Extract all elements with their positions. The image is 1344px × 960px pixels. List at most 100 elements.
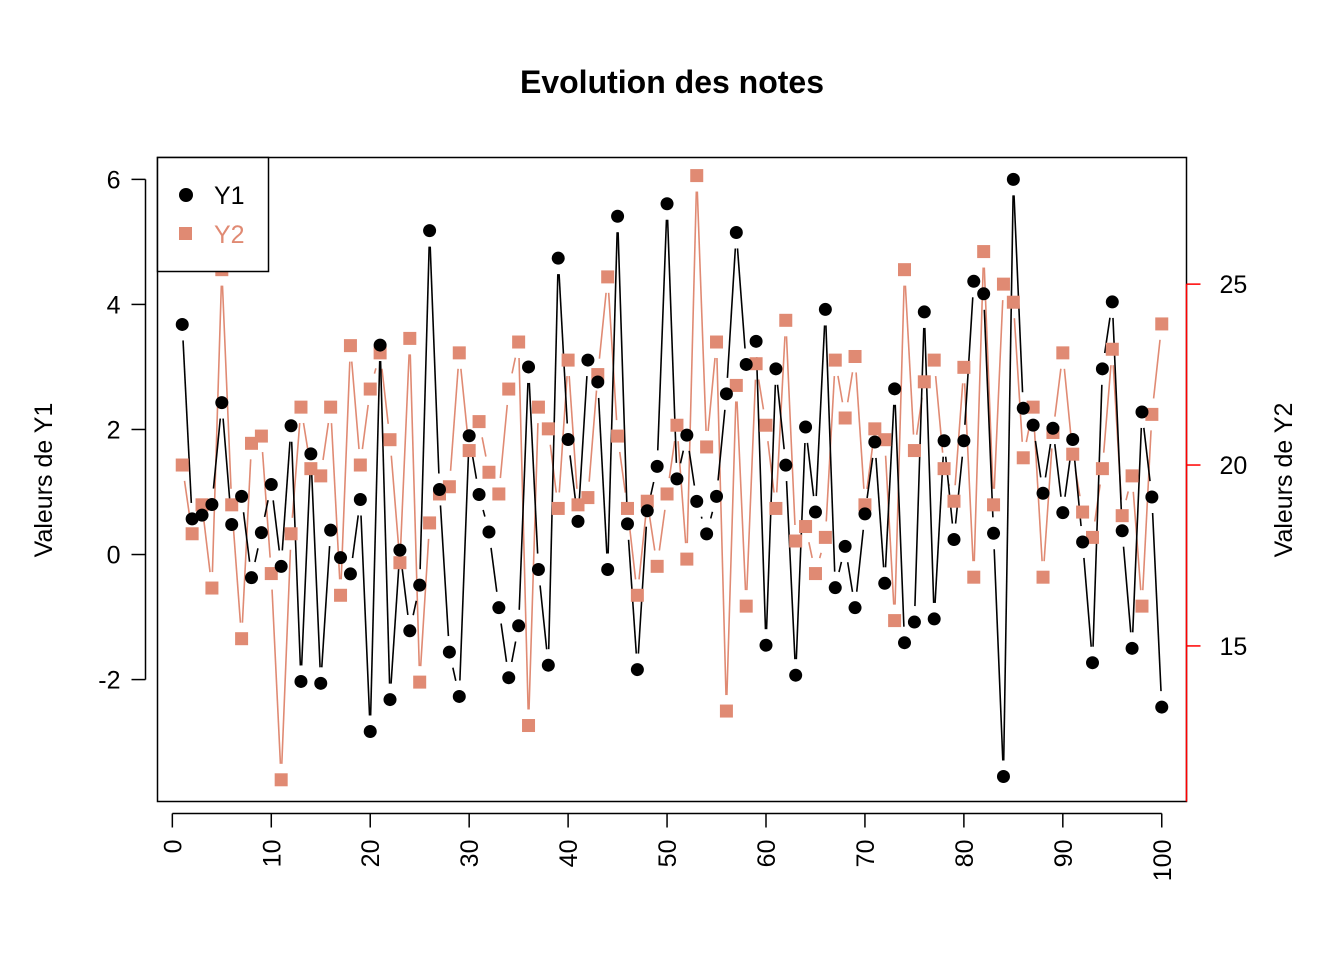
y2-line-segment: [481, 437, 487, 457]
y2-line-segment: [638, 517, 647, 580]
y1-point: [215, 396, 229, 410]
y2-point: [1016, 451, 1030, 465]
y1-line-segment: [736, 248, 746, 349]
y1-point: [739, 357, 753, 371]
y-right-tick-label: 15: [1220, 633, 1248, 661]
y2-point: [858, 498, 872, 512]
y1-line-segment: [785, 481, 796, 660]
y2-point: [205, 581, 219, 595]
y-left-tick-label: -2: [98, 667, 120, 695]
y2-line-segment: [716, 357, 727, 696]
y2-line-segment: [658, 509, 666, 551]
y1-line-segment: [429, 246, 440, 474]
y2-point: [601, 270, 615, 284]
y2-point: [680, 552, 694, 566]
y1-line-segment: [272, 500, 281, 551]
y1-point: [343, 567, 357, 581]
y2-line-segment: [757, 379, 765, 410]
y1-line-segment: [452, 667, 457, 682]
y-axis-right: 15 20 25: [1185, 271, 1248, 802]
y2-point: [314, 469, 328, 483]
y1-point: [967, 274, 981, 288]
y2-point: [660, 487, 674, 501]
y1-point: [779, 458, 793, 472]
y2-point: [937, 462, 951, 476]
y2-line-segment: [904, 285, 915, 435]
y1-point: [1076, 535, 1090, 549]
y1-point: [314, 676, 328, 690]
y2-line-segment: [211, 285, 223, 573]
y1-point: [185, 512, 199, 526]
y1-point: [957, 434, 971, 448]
y2-line-segment: [449, 368, 459, 471]
y2-point: [304, 462, 318, 476]
x-tick-label: 0: [159, 840, 187, 854]
y1-line-segment: [884, 404, 895, 568]
y2-point: [719, 704, 733, 718]
y2-point: [611, 429, 625, 443]
y2-point: [1105, 342, 1119, 356]
y1-line-segment: [838, 561, 843, 573]
x-axis: 0 10 20 30 40 50 60 70 80 90 100: [159, 812, 1177, 881]
y1-point: [838, 539, 852, 553]
y2-point: [690, 169, 704, 183]
y2-line-segment: [1102, 365, 1112, 453]
y1-point: [680, 428, 694, 442]
y1-point: [531, 563, 545, 577]
y1-line-segment: [1083, 557, 1092, 647]
y2-point: [898, 263, 912, 277]
y1-line-segment: [500, 623, 508, 662]
y2-line-segment: [808, 542, 813, 559]
y1-point: [432, 483, 446, 496]
y2-point: [581, 491, 595, 505]
y1-line-segment: [726, 248, 737, 378]
y2-point: [1095, 462, 1109, 476]
y1-point: [1046, 421, 1060, 435]
y2-line-segment: [954, 383, 964, 486]
y1-line-segment: [776, 384, 785, 450]
y2-line-segment: [183, 480, 191, 519]
y2-point: [670, 418, 684, 432]
y2-line-segment: [350, 361, 360, 450]
y2-line-segment: [390, 455, 400, 547]
y1-line-segment: [1053, 444, 1062, 497]
y-left-tick-label: 0: [107, 542, 121, 570]
y2-line-segment: [409, 354, 421, 667]
y1-point: [996, 769, 1010, 783]
y1-line-segment: [539, 585, 548, 650]
y2-line-segment: [894, 285, 905, 605]
y2-line-segment: [518, 357, 529, 710]
y1-point: [175, 317, 189, 331]
y1-point: [284, 419, 298, 433]
y1-point: [1145, 490, 1159, 504]
y1-point: [235, 489, 249, 503]
y2-line-segment: [322, 422, 330, 461]
y2-line-segment: [785, 336, 796, 526]
legend-y1-marker: [179, 188, 193, 202]
y1-point: [254, 526, 268, 540]
y2-line-segment: [628, 524, 637, 580]
y1-point: [1095, 362, 1109, 376]
y1-line-segment: [597, 397, 608, 554]
y2-point: [1125, 469, 1139, 483]
y1-line-segment: [1013, 195, 1024, 393]
y1-point: [294, 674, 308, 688]
y1-line-segment: [1151, 512, 1162, 692]
y2-line-segment: [837, 375, 844, 403]
legend-y2-label: Y2: [214, 221, 245, 249]
y1-point: [195, 508, 209, 522]
y1-point: [245, 571, 258, 585]
y-right-tick-label: 25: [1220, 271, 1248, 299]
y2-line-segment: [361, 404, 369, 450]
y2-line-segment: [499, 404, 509, 479]
y1-line-segment: [617, 232, 628, 508]
y2-line-segment: [340, 361, 351, 580]
y2-line-segment: [993, 300, 1004, 489]
y2-point: [799, 520, 813, 534]
y2-point: [383, 433, 397, 447]
x-tick-label: 90: [1050, 840, 1078, 868]
y2-point: [620, 501, 634, 515]
y1-point: [1125, 641, 1139, 655]
y2-line-segment: [221, 285, 232, 489]
y1-line-segment: [290, 441, 302, 666]
